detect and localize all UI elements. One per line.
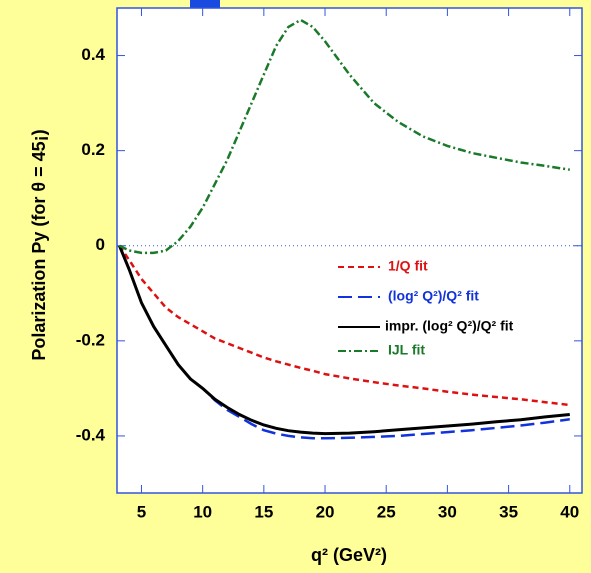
decoration [190,0,220,8]
x-tick-label: 25 [377,502,396,521]
legend-label: 1/Q fit [388,258,428,274]
y-tick-label: 0 [96,235,105,254]
series-line [118,245,570,436]
series-line [118,244,570,407]
x-tick-label: 5 [137,502,146,521]
y-axis-label: Polarization Py (for θ = 45¡) [29,129,49,360]
x-tick-label: 30 [438,502,457,521]
plot-area [116,7,583,494]
x-tick-label: 15 [254,502,273,521]
x-tick-label: 10 [193,502,212,521]
x-axis-label: q² (GeV²) [311,545,387,565]
y-tick-label: 0.2 [81,140,105,159]
series-line [118,18,570,255]
y-tick-label: -0.2 [76,330,105,349]
legend-label: impr. (log² Q²)/Q² fit [385,318,514,334]
x-tick-label: 20 [316,502,335,521]
x-tick-label: 40 [560,502,579,521]
x-tick-label: 35 [499,502,518,521]
legend-label: IJL fit [388,342,425,358]
legend-label: (log² Q²)/Q² fit [388,288,479,304]
y-tick-label: -0.4 [76,425,106,444]
y-tick-label: 0.4 [81,45,105,64]
